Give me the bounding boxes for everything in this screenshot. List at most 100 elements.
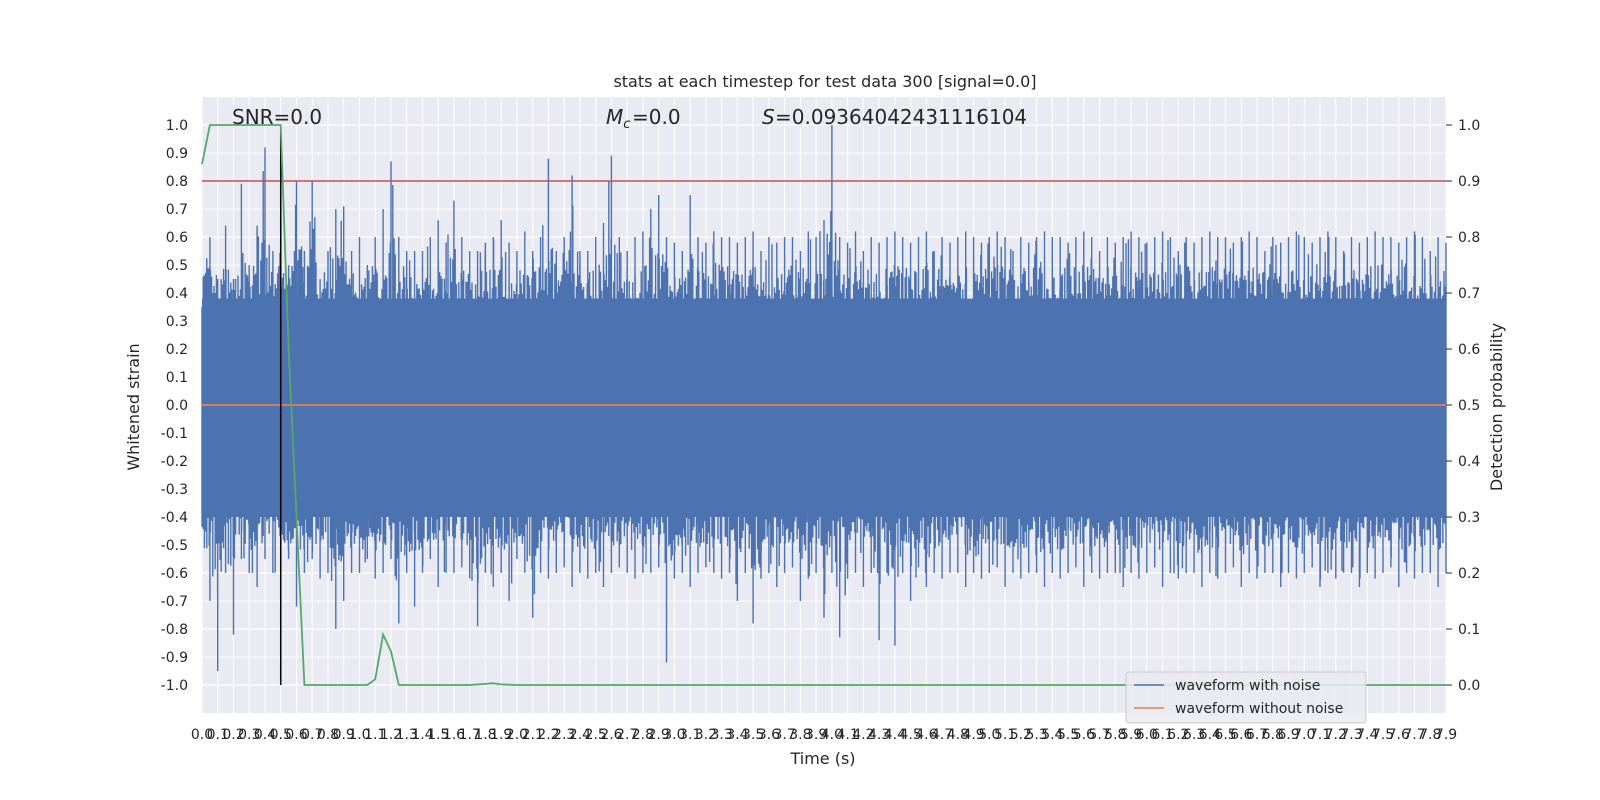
s-annotation-symbol: S	[762, 105, 775, 129]
x-tick-label: 7.6	[1388, 727, 1410, 743]
y-tick-label: 0.1	[166, 370, 188, 386]
x-tick-label: 2.6	[600, 727, 622, 743]
x-tick-label: 4.1	[836, 727, 858, 743]
x-tick-label: 0.5	[270, 727, 292, 743]
x-tick-label: 0.1	[207, 727, 229, 743]
x-tick-label: 0.3	[238, 727, 260, 743]
legend-entry-noise: waveform with noise	[1175, 678, 1320, 694]
x-tick-label: 4.2	[852, 727, 874, 743]
ticks: 0.00.10.20.30.40.50.60.70.80.91.01.11.21…	[161, 118, 1481, 743]
x-tick-label: 3.7	[774, 727, 796, 743]
detection-probability-line	[201, 124, 1446, 686]
y-tick-label: 0.7	[166, 202, 188, 218]
x-tick-label: 1.8	[474, 727, 496, 743]
y-tick-label: -0.1	[161, 426, 188, 442]
x-tick-label: 4.0	[821, 727, 843, 743]
y-tick-label: -0.2	[161, 454, 188, 470]
y-tick-label: 0.0	[166, 398, 188, 414]
y-axis-label: Whitened strain	[124, 343, 143, 470]
x-axis-label: Time (s)	[789, 749, 855, 768]
x-tick-label: 2.5	[585, 727, 607, 743]
y-right-tick-label: 0.0	[1458, 678, 1480, 694]
x-tick-label: 7.3	[1340, 727, 1362, 743]
y-tick-label: 0.3	[166, 314, 188, 330]
x-tick-label: 7.9	[1435, 727, 1457, 743]
x-tick-label: 4.6	[915, 727, 937, 743]
x-tick-label: 7.8	[1419, 727, 1441, 743]
x-tick-label: 5.2	[1010, 727, 1032, 743]
x-tick-label: 7.5	[1372, 727, 1394, 743]
x-tick-label: 2.1	[522, 727, 544, 743]
x-tick-label: 6.6	[1230, 727, 1252, 743]
x-tick-label: 6.3	[1183, 727, 1205, 743]
y-tick-label: -1.0	[161, 678, 188, 694]
y-right-tick-label: 0.4	[1458, 454, 1480, 470]
y-tick-label: 0.4	[166, 286, 188, 302]
y-tick-label: 0.2	[166, 342, 188, 358]
x-tick-label: 6.1	[1151, 727, 1173, 743]
y-tick-label: -0.7	[161, 594, 188, 610]
x-tick-label: 2.2	[537, 727, 559, 743]
x-tick-label: 7.2	[1325, 727, 1347, 743]
x-tick-label: 3.8	[789, 727, 811, 743]
y-right-tick-label: 1.0	[1458, 118, 1480, 134]
x-tick-label: 3.2	[695, 727, 717, 743]
x-tick-label: 1.9	[490, 727, 512, 743]
y-right-tick-label: 0.8	[1458, 230, 1480, 246]
x-tick-label: 5.3	[1025, 727, 1047, 743]
s-annotation: =0.09364042431116104	[775, 105, 1027, 129]
x-tick-label: 2.3	[553, 727, 575, 743]
x-tick-label: 1.2	[380, 727, 402, 743]
y-axis-right-label: Detection probability	[1487, 323, 1506, 491]
x-tick-label: 5.7	[1088, 727, 1110, 743]
legend: waveform with noise waveform without noi…	[1125, 671, 1367, 724]
y-tick-label: -0.4	[161, 510, 188, 526]
x-tick-label: 3.5	[742, 727, 764, 743]
y-right-tick-label: 0.7	[1458, 286, 1480, 302]
y-tick-label: 0.6	[166, 230, 188, 246]
x-tick-label: 2.0	[506, 727, 528, 743]
snr-annotation: SNR=0.0	[232, 105, 322, 129]
x-tick-label: 5.5	[1057, 727, 1079, 743]
legend-box	[1125, 671, 1367, 724]
x-tick-label: 6.9	[1277, 727, 1299, 743]
x-tick-label: 5.0	[978, 727, 1000, 743]
x-tick-label: 3.6	[758, 727, 780, 743]
y-tick-label: 1.0	[166, 118, 188, 134]
x-tick-label: 6.8	[1262, 727, 1284, 743]
x-tick-label: 1.5	[427, 727, 449, 743]
x-tick-label: 0.7	[301, 727, 323, 743]
x-tick-label: 1.0	[348, 727, 370, 743]
x-tick-label: 0.2	[222, 727, 244, 743]
x-tick-label: 3.4	[726, 727, 748, 743]
x-tick-label: 2.4	[569, 727, 591, 743]
x-tick-label: 1.7	[459, 727, 481, 743]
x-tick-label: 5.4	[1041, 727, 1063, 743]
y-right-tick-label: 0.2	[1458, 566, 1480, 582]
x-tick-label: 5.6	[1073, 727, 1095, 743]
x-tick-label: 4.8	[947, 727, 969, 743]
x-tick-label: 4.3	[868, 727, 890, 743]
x-tick-label: 7.4	[1356, 727, 1378, 743]
x-tick-label: 5.1	[994, 727, 1016, 743]
legend-entry-clean: waveform without noise	[1175, 701, 1343, 717]
x-tick-label: 0.0	[191, 727, 213, 743]
x-tick-label: 3.1	[679, 727, 701, 743]
y-tick-label: -0.8	[161, 622, 188, 638]
x-tick-label: 6.2	[1167, 727, 1189, 743]
x-tick-label: 4.7	[931, 727, 953, 743]
y-tick-label: -0.3	[161, 482, 188, 498]
x-tick-label: 3.0	[663, 727, 685, 743]
x-tick-label: 6.7	[1246, 727, 1268, 743]
x-tick-label: 1.3	[396, 727, 418, 743]
y-tick-label: 0.8	[166, 174, 188, 190]
x-tick-label: 7.1	[1309, 727, 1331, 743]
x-tick-label: 3.9	[805, 727, 827, 743]
y-right-tick-label: 0.5	[1458, 398, 1480, 414]
x-tick-label: 2.9	[648, 727, 670, 743]
series-layer	[201, 124, 1446, 686]
x-tick-label: 5.9	[1120, 727, 1142, 743]
noise-waveform-layer	[201, 125, 1447, 671]
x-tick-label: 0.4	[254, 727, 276, 743]
